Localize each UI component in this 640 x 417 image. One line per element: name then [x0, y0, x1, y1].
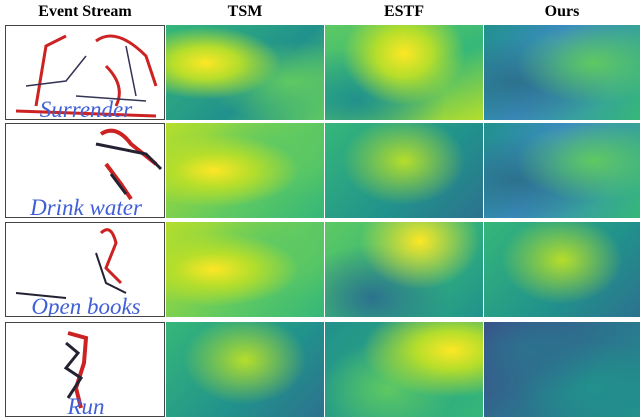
event-image: Surrender: [5, 25, 165, 120]
heatmap: [484, 322, 640, 417]
row-label: Run: [6, 394, 165, 417]
event-image: Open books: [5, 222, 165, 317]
event-image: Drink water: [5, 123, 165, 218]
row-label: Open books: [6, 294, 165, 317]
heatmap: [166, 222, 324, 317]
heatmap: [166, 322, 324, 417]
heatmap: [484, 123, 640, 218]
heatmap: [325, 322, 483, 417]
column-header: TSM: [166, 0, 324, 22]
column-header: Ours: [484, 0, 640, 22]
heatmap: [325, 222, 483, 317]
figure: Event Stream TSM ESTF Ours Surrender Dri…: [0, 0, 640, 417]
event-image: Run: [5, 322, 165, 417]
heatmap: [325, 123, 483, 218]
column-header: Event Stream: [5, 0, 165, 22]
row-label: Surrender: [6, 97, 165, 120]
heatmap: [166, 123, 324, 218]
heatmap: [484, 222, 640, 317]
heatmap: [325, 25, 483, 120]
row-label: Drink water: [6, 195, 165, 218]
heatmap: [484, 25, 640, 120]
column-header: ESTF: [325, 0, 483, 22]
heatmap: [166, 25, 324, 120]
